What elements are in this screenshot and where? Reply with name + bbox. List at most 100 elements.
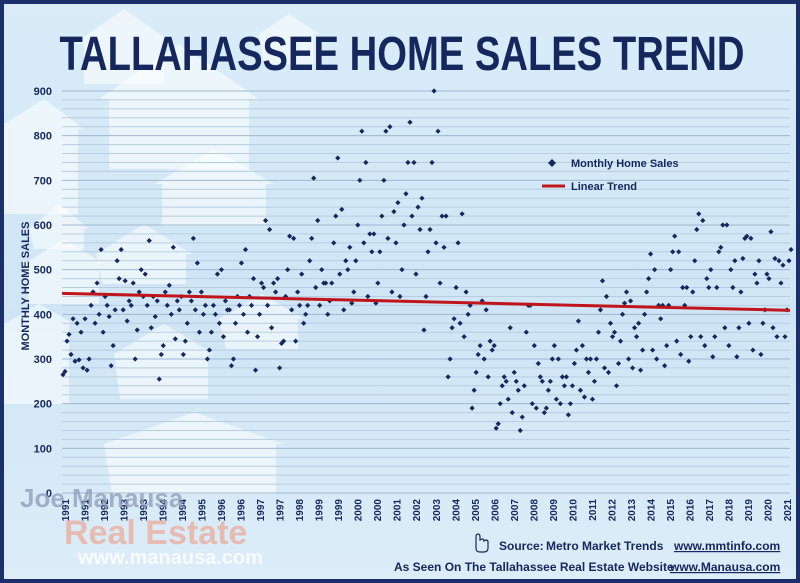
data-point	[130, 280, 136, 286]
data-point	[339, 206, 345, 212]
x-tick-label: 2019	[744, 499, 755, 522]
data-point	[561, 383, 567, 389]
x-tick-label: 2017	[705, 499, 716, 522]
x-tick-label: 2006	[490, 499, 501, 522]
y-tick-label: 700	[34, 175, 52, 187]
data-point	[303, 311, 309, 317]
data-point	[577, 387, 584, 393]
data-point	[110, 343, 116, 349]
data-point	[702, 343, 708, 349]
data-point	[170, 244, 176, 250]
data-point	[732, 258, 738, 264]
data-point	[461, 334, 467, 340]
watermark-name: Joe Manausa	[20, 483, 184, 513]
data-point	[770, 325, 776, 331]
data-point	[323, 280, 329, 286]
seen-on-url-link[interactable]: www.Manausa.com	[669, 560, 780, 574]
data-point	[136, 289, 142, 295]
data-point	[260, 284, 267, 291]
x-tick-label: 2004	[451, 499, 462, 522]
data-point	[333, 213, 339, 219]
data-point	[70, 316, 76, 322]
data-point	[250, 276, 257, 282]
data-point	[389, 289, 395, 295]
data-point	[664, 343, 670, 349]
data-point	[676, 249, 682, 255]
data-point	[353, 258, 359, 264]
data-point	[629, 365, 636, 371]
data-point	[317, 302, 323, 308]
y-tick-label: 300	[34, 354, 52, 366]
data-point	[427, 226, 433, 233]
data-point	[485, 374, 491, 380]
data-point	[72, 358, 78, 364]
data-point	[788, 246, 794, 253]
data-point	[465, 311, 471, 317]
data-point	[276, 365, 283, 371]
watermark: Joe Manausa Real Estate www.manausa.com	[20, 483, 263, 569]
data-point	[704, 276, 710, 282]
data-point	[142, 271, 148, 277]
data-point	[633, 334, 640, 340]
data-point	[196, 329, 202, 335]
data-point	[593, 356, 600, 362]
source-url-link[interactable]: www.mmtinfo.com	[673, 539, 780, 553]
data-point	[172, 336, 178, 342]
data-point	[543, 405, 549, 411]
data-point	[295, 289, 301, 295]
data-point	[379, 213, 385, 219]
data-point	[491, 343, 497, 349]
data-point	[611, 329, 618, 335]
data-point	[383, 128, 389, 134]
data-point	[533, 405, 539, 411]
data-point	[453, 284, 459, 291]
x-tick-label: 1997	[276, 499, 287, 522]
house-icon	[114, 324, 214, 399]
data-point	[601, 365, 608, 371]
data-point	[184, 320, 190, 326]
data-point	[76, 357, 82, 363]
data-point	[264, 302, 271, 308]
data-point	[483, 307, 489, 313]
data-point	[100, 329, 106, 335]
data-point	[385, 235, 391, 241]
data-point	[756, 258, 762, 264]
data-point	[335, 155, 341, 161]
house-icon	[4, 304, 74, 404]
data-point	[226, 307, 233, 313]
data-point	[688, 334, 694, 340]
data-point	[305, 302, 311, 308]
data-point	[692, 258, 698, 264]
data-point	[623, 289, 630, 295]
data-point	[722, 325, 728, 331]
data-point	[517, 427, 523, 434]
data-point	[359, 128, 365, 134]
data-point	[403, 191, 409, 197]
data-point	[192, 307, 198, 313]
data-point	[501, 374, 507, 380]
data-point	[148, 325, 154, 331]
x-tick-label: 1993	[139, 499, 150, 522]
data-point	[537, 374, 543, 380]
data-point	[706, 284, 712, 291]
data-point	[662, 363, 668, 369]
data-point	[236, 302, 243, 308]
data-point	[266, 226, 273, 233]
data-point	[399, 267, 405, 273]
data-point	[666, 302, 672, 308]
data-point	[786, 258, 792, 264]
data-point	[270, 280, 277, 286]
data-point	[377, 249, 383, 255]
data-point	[650, 347, 656, 353]
data-point	[549, 356, 555, 362]
data-point	[156, 376, 162, 382]
data-point	[551, 343, 557, 349]
chart-canvas: 0 100 200 300 400 500 600 700 800 900 1991 1991 199…	[4, 4, 796, 579]
y-tick-label: 0	[46, 488, 52, 500]
data-point	[487, 338, 493, 344]
x-tick-label: 2010	[568, 499, 579, 522]
data-point	[106, 313, 112, 320]
linear-trend-line	[61, 291, 791, 312]
data-point	[449, 325, 455, 331]
x-tick-label: 2000	[354, 499, 365, 522]
